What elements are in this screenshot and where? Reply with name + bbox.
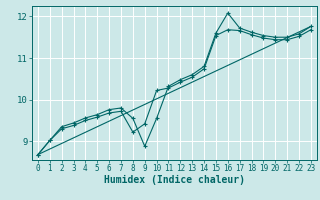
X-axis label: Humidex (Indice chaleur): Humidex (Indice chaleur) bbox=[104, 175, 245, 185]
